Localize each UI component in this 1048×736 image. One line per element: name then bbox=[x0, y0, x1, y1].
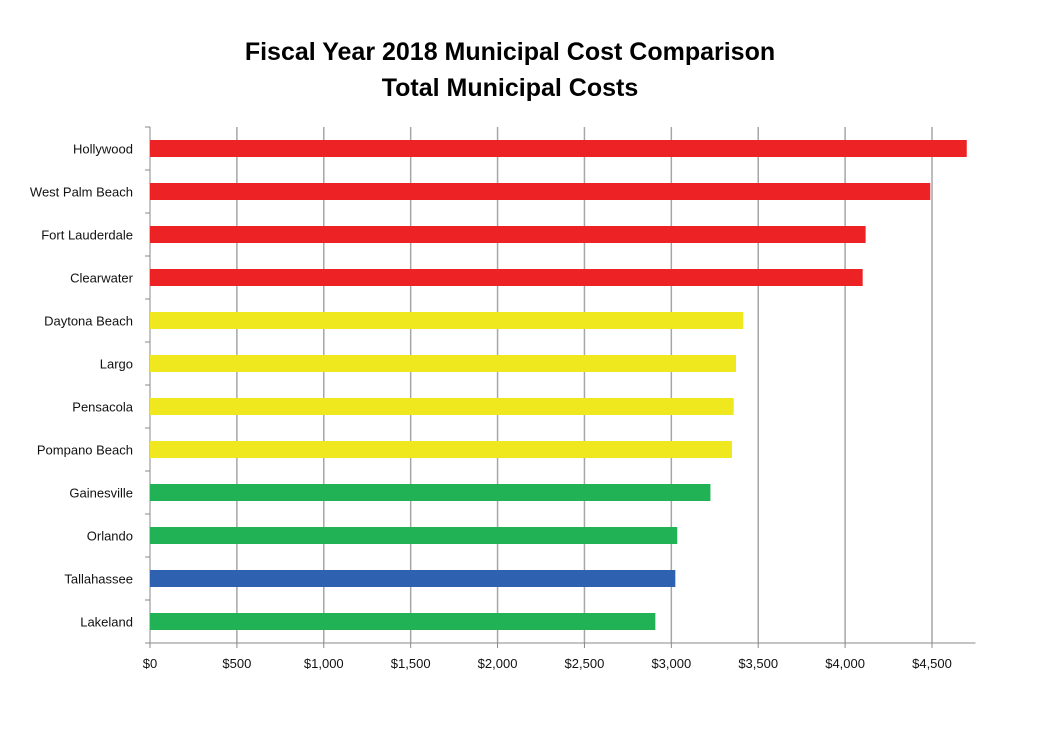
x-tick-label: $1,000 bbox=[304, 656, 344, 671]
x-tick-label: $0 bbox=[143, 656, 157, 671]
bar-hollywood bbox=[150, 140, 967, 157]
category-label: West Palm Beach bbox=[30, 185, 133, 200]
category-label: Hollywood bbox=[73, 142, 133, 157]
category-label: Lakeland bbox=[80, 615, 133, 630]
category-label: Pensacola bbox=[72, 400, 133, 415]
x-tick-label: $2,000 bbox=[478, 656, 518, 671]
bar-lakeland bbox=[150, 613, 656, 630]
bar-tallahassee bbox=[150, 570, 676, 587]
x-tick-label: $3,500 bbox=[738, 656, 778, 671]
chart-subtitle: Total Municipal Costs bbox=[381, 74, 639, 102]
bar-daytona-beach bbox=[150, 312, 744, 329]
chart-title: Fiscal Year 2018 Municipal Cost Comparis… bbox=[244, 38, 776, 66]
bar-largo bbox=[150, 355, 736, 372]
x-tick-label: $4,500 bbox=[912, 656, 952, 671]
category-label: Pompano Beach bbox=[37, 443, 133, 458]
category-label: Largo bbox=[100, 357, 133, 372]
category-label: Tallahassee bbox=[64, 572, 133, 587]
bar-gainesville bbox=[150, 484, 711, 501]
bar-fort-lauderdale bbox=[150, 226, 866, 243]
bar-clearwater bbox=[150, 269, 863, 286]
bar-pensacola bbox=[150, 398, 734, 415]
x-tick-label: $500 bbox=[222, 656, 251, 671]
category-label: Clearwater bbox=[70, 271, 134, 286]
x-tick-label: $4,000 bbox=[825, 656, 865, 671]
x-tick-label: $2,500 bbox=[565, 656, 605, 671]
bar-pompano-beach bbox=[150, 441, 732, 458]
bar-orlando bbox=[150, 527, 678, 544]
category-label: Daytona Beach bbox=[44, 314, 133, 329]
category-label: Orlando bbox=[87, 529, 133, 544]
x-tick-label: $1,500 bbox=[391, 656, 431, 671]
bar-west-palm-beach bbox=[150, 183, 931, 200]
category-label: Gainesville bbox=[69, 486, 133, 501]
x-tick-label: $3,000 bbox=[651, 656, 691, 671]
category-label: Fort Lauderdale bbox=[41, 228, 133, 243]
